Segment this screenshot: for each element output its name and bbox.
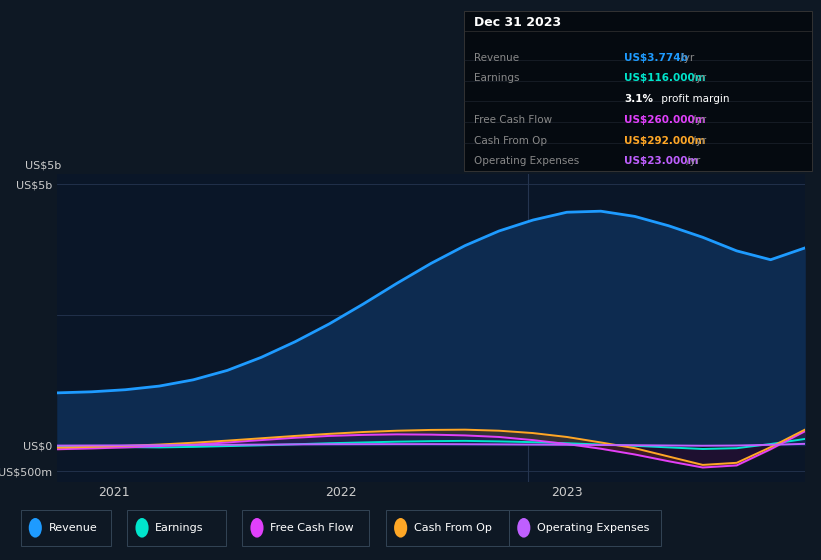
Text: US$3.774b: US$3.774b <box>624 53 688 63</box>
Text: Earnings: Earnings <box>474 73 519 83</box>
Text: /yr: /yr <box>689 73 706 83</box>
Text: Free Cash Flow: Free Cash Flow <box>270 523 354 533</box>
Text: US$5b: US$5b <box>25 161 61 171</box>
Text: Dec 31 2023: Dec 31 2023 <box>474 16 561 29</box>
Text: /yr: /yr <box>689 115 706 125</box>
Text: Cash From Op: Cash From Op <box>474 136 547 146</box>
Text: /yr: /yr <box>689 136 706 146</box>
Text: US$292.000m: US$292.000m <box>624 136 705 146</box>
Text: /yr: /yr <box>677 53 695 63</box>
Text: Operating Expenses: Operating Expenses <box>537 523 649 533</box>
Text: Free Cash Flow: Free Cash Flow <box>474 115 552 125</box>
Text: profit margin: profit margin <box>658 94 730 104</box>
Text: Cash From Op: Cash From Op <box>414 523 492 533</box>
Text: 3.1%: 3.1% <box>624 94 653 104</box>
Text: Operating Expenses: Operating Expenses <box>474 156 579 166</box>
Text: Revenue: Revenue <box>48 523 97 533</box>
Text: US$23.000m: US$23.000m <box>624 156 699 166</box>
Text: /yr: /yr <box>683 156 700 166</box>
Text: Revenue: Revenue <box>474 53 519 63</box>
Text: US$260.000m: US$260.000m <box>624 115 705 125</box>
Text: US$116.000m: US$116.000m <box>624 73 705 83</box>
Text: Earnings: Earnings <box>155 523 204 533</box>
